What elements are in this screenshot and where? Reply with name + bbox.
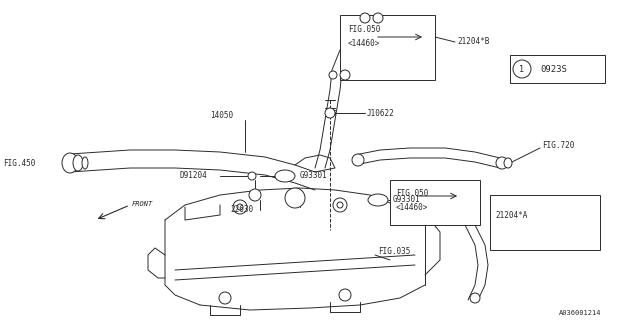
Bar <box>340 15 435 80</box>
Text: FIG.450: FIG.450 <box>3 158 35 167</box>
Text: G93301: G93301 <box>393 196 420 204</box>
Circle shape <box>513 60 531 78</box>
Text: FIG.050: FIG.050 <box>348 26 380 35</box>
Circle shape <box>285 188 305 208</box>
Text: A036001214: A036001214 <box>559 310 601 316</box>
Ellipse shape <box>62 153 78 173</box>
Text: FRONT: FRONT <box>132 201 153 207</box>
Circle shape <box>329 71 337 79</box>
Circle shape <box>325 108 335 118</box>
Circle shape <box>339 289 351 301</box>
Text: D91204: D91204 <box>180 172 208 180</box>
Ellipse shape <box>496 157 508 169</box>
Text: G93301: G93301 <box>300 172 328 180</box>
Text: <14460>: <14460> <box>348 39 380 49</box>
Text: <14460>: <14460> <box>396 204 428 212</box>
Bar <box>490 195 600 250</box>
Ellipse shape <box>504 158 512 168</box>
Circle shape <box>427 192 437 202</box>
Ellipse shape <box>82 157 88 169</box>
Text: 21204*B: 21204*B <box>457 37 490 46</box>
Circle shape <box>363 25 373 35</box>
Circle shape <box>219 292 231 304</box>
Circle shape <box>233 200 247 214</box>
Text: 1: 1 <box>520 65 525 74</box>
Circle shape <box>370 30 380 40</box>
Bar <box>390 180 480 225</box>
Circle shape <box>352 154 364 166</box>
Circle shape <box>249 189 261 201</box>
Circle shape <box>360 13 370 23</box>
Circle shape <box>340 70 350 80</box>
Text: 0923S: 0923S <box>540 65 567 74</box>
Circle shape <box>333 198 347 212</box>
Circle shape <box>337 202 343 208</box>
Ellipse shape <box>73 155 83 171</box>
Text: 14050: 14050 <box>210 111 233 121</box>
Text: FIG.720: FIG.720 <box>542 141 574 150</box>
Bar <box>510 55 605 83</box>
Circle shape <box>373 13 383 23</box>
Circle shape <box>470 293 480 303</box>
Circle shape <box>248 172 256 180</box>
Text: 21204*A: 21204*A <box>495 211 527 220</box>
Ellipse shape <box>368 194 388 206</box>
Text: J10622: J10622 <box>367 108 395 117</box>
Text: FIG.050: FIG.050 <box>396 188 428 197</box>
Circle shape <box>237 204 243 210</box>
Text: 22630: 22630 <box>230 205 253 214</box>
Ellipse shape <box>275 170 295 182</box>
Text: FIG.035: FIG.035 <box>378 247 410 257</box>
